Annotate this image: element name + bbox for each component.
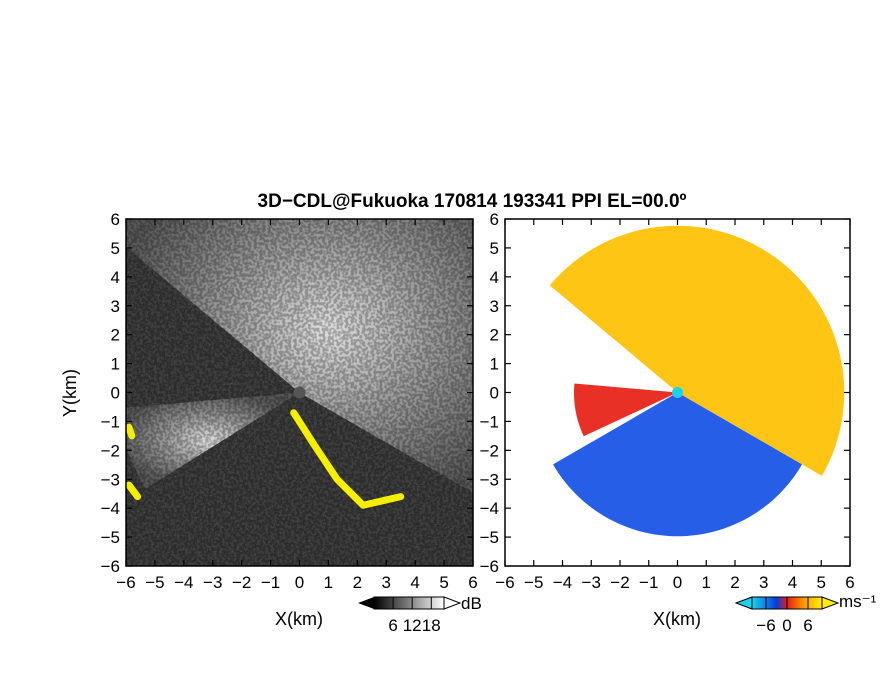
x-tick-label: −1: [261, 573, 280, 592]
colorbar-left-arrow: [734, 596, 753, 610]
y-tick-label: 0: [490, 384, 499, 403]
colorbar-tick-label: 6: [388, 616, 397, 635]
x-tick-label: −5: [524, 573, 543, 592]
y-tick-label: 2: [111, 326, 120, 345]
x-tick-label: −6: [495, 573, 514, 592]
x-tick-label: −1: [639, 573, 658, 592]
x-tick-label: −6: [116, 573, 135, 592]
y-tick-label: 3: [490, 297, 499, 316]
x-tick-label: 1: [324, 573, 333, 592]
x-tick-label: 5: [817, 573, 826, 592]
y-tick-label: 1: [490, 355, 499, 374]
colorbar-left-arrow: [358, 597, 374, 609]
colorbar-tick-label: 0: [782, 616, 791, 635]
x-tick-label: 6: [845, 573, 854, 592]
x-tick-label: 4: [410, 573, 419, 592]
x-tick-label: −4: [553, 573, 572, 592]
y-tick-label: −4: [480, 499, 499, 518]
y-tick-label: 4: [111, 268, 120, 287]
x-tick-label: −3: [203, 573, 222, 592]
y-tick-label: −1: [480, 412, 499, 431]
x-tick-label: 3: [382, 573, 391, 592]
x-tick-label: −2: [232, 573, 251, 592]
x-tick-label: 1: [702, 573, 711, 592]
yellow-echo: [126, 423, 136, 440]
colorbar-unit: dB: [461, 594, 482, 613]
reflectivity-colorbar: 6 12 18 dB: [358, 594, 482, 635]
y-tick-label: 6: [490, 210, 499, 229]
x-tick-label: 5: [439, 573, 448, 592]
x-tick-label: 2: [730, 573, 739, 592]
colorbar-right-arrow: [821, 596, 840, 610]
x-axis-label: X(km): [653, 609, 701, 629]
y-tick-label: −1: [101, 412, 120, 431]
colorbar-unit: ms⁻¹: [839, 592, 877, 611]
x-tick-label: 0: [673, 573, 682, 592]
velocity-region-approaching: [553, 392, 802, 537]
velocity-region-receding: [549, 225, 845, 476]
y-tick-label: 1: [111, 355, 120, 374]
colorbar-tick-label: 12: [403, 616, 422, 635]
x-tick-label: 6: [468, 573, 477, 592]
x-tick-label: −4: [174, 573, 193, 592]
colorbar-tick-label: −6: [756, 616, 775, 635]
y-tick-label: −6: [101, 557, 120, 576]
yellow-echo: [126, 481, 142, 501]
x-tick-label: 3: [759, 573, 768, 592]
reflectivity-image: [126, 219, 473, 566]
y-tick-label: 3: [111, 297, 120, 316]
y-tick-label: 0: [111, 384, 120, 403]
x-axis-label: X(km): [275, 609, 323, 629]
y-tick-label: −2: [480, 441, 499, 460]
y-tick-label: 4: [490, 268, 499, 287]
y-tick-label: −3: [480, 470, 499, 489]
y-tick-label: −5: [480, 528, 499, 547]
y-tick-label: 5: [490, 239, 499, 258]
y-tick-label: 2: [490, 326, 499, 345]
y-tick-label: −2: [101, 441, 120, 460]
x-tick-label: 0: [295, 573, 304, 592]
y-tick-label: 5: [111, 239, 120, 258]
y-tick-label: −3: [101, 470, 120, 489]
colorbar-tick-label: 6: [803, 616, 812, 635]
y-tick-label: −5: [101, 528, 120, 547]
velocity-region-receding-west: [574, 383, 678, 437]
y-axis-label: Y(km): [60, 369, 80, 417]
yellow-echo: [290, 409, 405, 509]
y-tick-label: −6: [480, 557, 499, 576]
x-tick-label: 2: [353, 573, 362, 592]
y-tick-label: 6: [111, 210, 120, 229]
figure-title: 3D−CDL@Fukuoka 170814 193341 PPI EL=00.0…: [258, 191, 687, 212]
x-tick-label: −5: [145, 573, 164, 592]
velocity-colorbar: −6 0 6 ms⁻¹: [734, 592, 877, 635]
velocity-image: [505, 219, 850, 566]
x-tick-label: 4: [788, 573, 797, 592]
y-tick-label: −4: [101, 499, 120, 518]
x-tick-label: −3: [582, 573, 601, 592]
colorbar-tick-label: 18: [422, 616, 441, 635]
colorbar-right-arrow: [443, 596, 462, 610]
x-tick-label: −2: [610, 573, 629, 592]
